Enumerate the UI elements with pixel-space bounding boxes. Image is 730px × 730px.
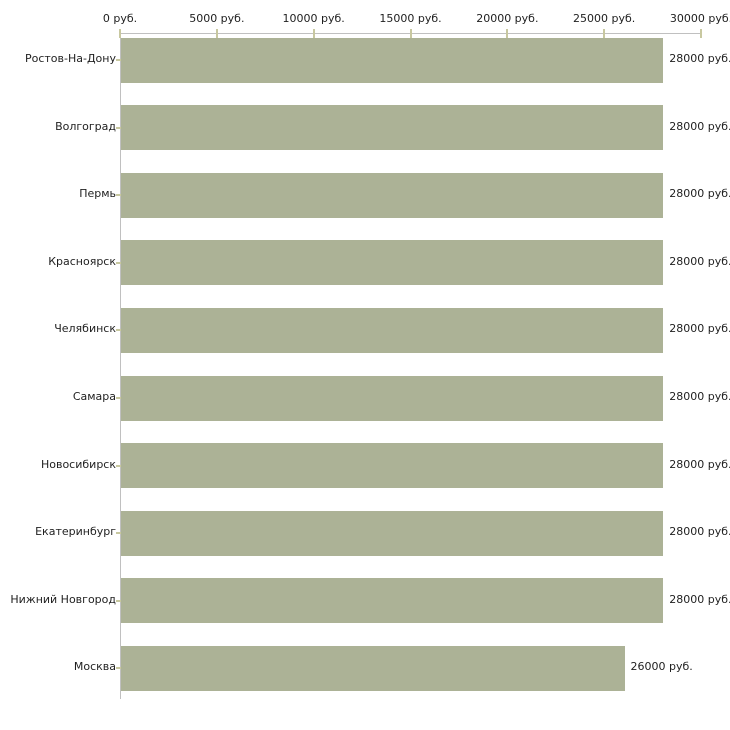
category-tick-mark [116, 532, 121, 535]
x-tick-label: 0 руб. [102, 12, 138, 25]
bar [121, 510, 664, 556]
category-tick-mark [116, 464, 121, 467]
category-label: Красноярск [48, 254, 116, 268]
bar [121, 645, 625, 691]
x-tick-mark [603, 29, 606, 38]
x-tick-label: 20000 руб. [476, 12, 539, 25]
category-tick-mark [116, 397, 121, 399]
bar [121, 443, 664, 489]
x-tick-label: 5000 руб. [189, 12, 245, 25]
bar [121, 105, 664, 151]
value-label: 26000 руб. [630, 660, 693, 674]
category-label: Нижний Новгород [10, 592, 116, 606]
x-tick-mark [119, 29, 121, 38]
x-tick-label: 10000 руб. [282, 12, 345, 25]
value-label: 28000 руб. [669, 592, 730, 606]
category-tick-mark [116, 59, 121, 61]
category-tick-mark [116, 261, 121, 264]
category-label: Новосибирск [40, 457, 116, 471]
value-label: 28000 руб. [669, 390, 730, 403]
value-label: 28000 руб. [669, 322, 730, 336]
category-label: Пермь [79, 187, 116, 201]
bar [121, 240, 664, 286]
category-label: Екатеринбург [35, 525, 116, 539]
value-label: 28000 руб. [669, 187, 730, 201]
value-label: 28000 руб. [669, 457, 730, 471]
category-tick-mark [116, 126, 121, 129]
x-tick-mark [409, 29, 412, 38]
category-tick-mark [116, 194, 121, 197]
value-label: 28000 руб. [669, 525, 730, 539]
bar [121, 37, 664, 83]
x-tick-mark [700, 29, 702, 38]
category-label: Волгоград [55, 119, 116, 133]
value-label: 28000 руб. [669, 119, 730, 133]
category-label: Челябинск [54, 322, 116, 336]
value-label: 28000 руб. [669, 52, 730, 65]
category-label: Ростов-На-Дону [24, 52, 116, 65]
y-axis-line [120, 33, 121, 699]
x-tick-label: 15000 руб. [379, 12, 442, 25]
x-tick-mark [215, 29, 218, 38]
x-tick-mark [312, 29, 315, 38]
bar [121, 172, 664, 218]
category-tick-mark [116, 599, 121, 602]
category-label: Москва [73, 660, 116, 674]
category-tick-mark [116, 667, 121, 670]
category-tick-mark [116, 329, 121, 332]
bar [121, 375, 664, 421]
value-label: 28000 руб. [669, 254, 730, 268]
bar [121, 578, 664, 624]
x-tick-label: 25000 руб. [573, 12, 636, 25]
x-tick-mark [506, 29, 509, 38]
category-label: Самара [72, 390, 116, 403]
x-tick-label: 30000 руб. [669, 12, 730, 25]
bar [121, 307, 664, 353]
